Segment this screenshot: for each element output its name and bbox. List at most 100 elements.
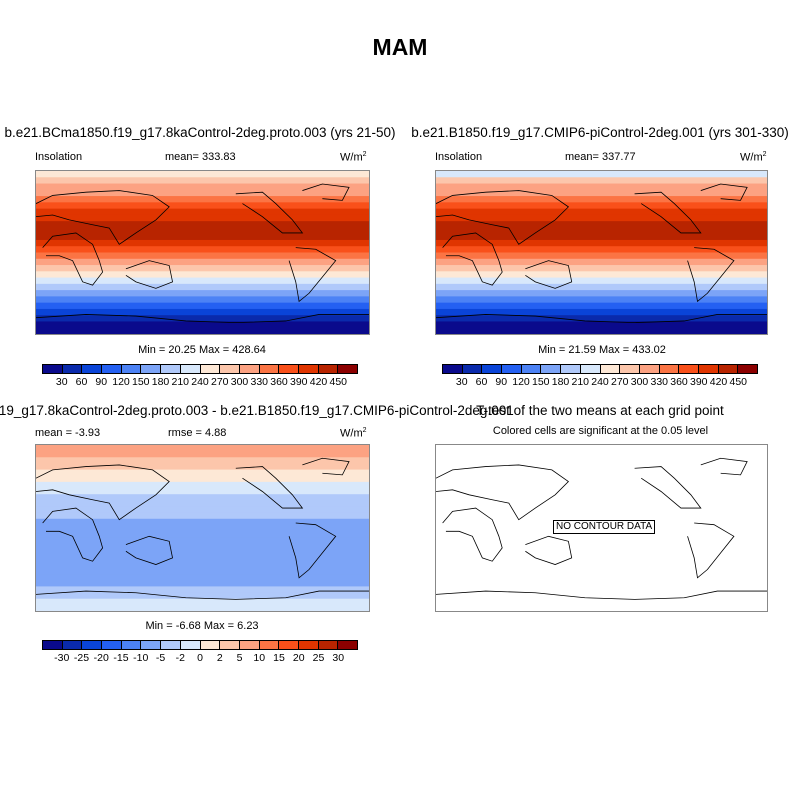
panel1-variable: Insolation (35, 151, 83, 163)
colorbar-swatch (43, 365, 63, 373)
coastline (700, 183, 748, 201)
colorbar-tick-label: 30 (55, 376, 68, 388)
panel2-title: b.e21.B1850.f19_g17.CMIP6-piControl-2deg… (411, 125, 789, 140)
colorbar-swatch (180, 365, 201, 373)
coastline (302, 183, 350, 201)
contour-band (36, 555, 369, 563)
panel3-colorbar (42, 640, 358, 650)
contour-band (36, 327, 369, 334)
colorbar-tick-label: 30 (332, 652, 345, 664)
coastline (436, 464, 570, 521)
contour-band (436, 239, 767, 248)
contour-band (36, 463, 369, 471)
units-exponent: 2 (762, 151, 767, 158)
colorbar-tick-label: -15 (113, 652, 129, 664)
panel1-minmax: Min = 20.25 Max = 428.64 (138, 344, 266, 356)
colorbar-tick-label: 90 (495, 376, 508, 388)
panel2-variable: Insolation (435, 151, 483, 163)
colorbar-swatch (62, 641, 83, 649)
units-exponent: 2 (362, 427, 367, 434)
map-plot (36, 171, 369, 334)
colorbar-tick-label: 60 (475, 376, 488, 388)
colorbar-tick-label: 210 (571, 376, 590, 388)
contour-band (36, 506, 369, 514)
colorbar-swatch (521, 365, 542, 373)
colorbar-tick-label: 450 (729, 376, 748, 388)
contour-band (436, 258, 767, 267)
panel1-title: b.e21.BCma1850.f19_g17.8kaControl-2deg.p… (4, 125, 396, 140)
colorbar-tick-label: 330 (250, 376, 269, 388)
coastline (436, 590, 767, 600)
coastline (442, 507, 503, 562)
colorbar-swatch (318, 641, 339, 649)
contour-band (36, 543, 369, 551)
colorbar-swatch (443, 365, 463, 373)
contour-band (36, 481, 369, 490)
colorbar-tick-label: 15 (273, 652, 285, 664)
colorbar-swatch (141, 641, 162, 649)
colorbar-swatch (298, 641, 319, 649)
contour-band (36, 296, 369, 304)
contour-band (36, 265, 369, 273)
coastline (634, 466, 702, 509)
contour-band (436, 171, 767, 179)
contour-band (436, 208, 767, 216)
contour-band (36, 512, 369, 520)
colorbar-tick-label: 150 (531, 376, 550, 388)
colorbar-tick-label: 330 (650, 376, 669, 388)
colorbar-tick-label: 300 (230, 376, 249, 388)
contour-band (436, 277, 767, 285)
colorbar-tick-label: 180 (551, 376, 570, 388)
colorbar-swatch (482, 365, 503, 373)
contour-band (436, 233, 767, 241)
colorbar-swatch (220, 365, 240, 373)
coastline (436, 190, 570, 245)
contour-band (36, 196, 369, 204)
coastline (687, 247, 735, 303)
colorbar-swatch (239, 365, 260, 373)
contour-band (436, 183, 767, 191)
colorbar-tick-label: -30 (54, 652, 70, 664)
contour-band (436, 221, 767, 229)
colorbar-swatch (259, 365, 280, 373)
colorbar-swatch (580, 365, 601, 373)
contour-band (36, 500, 369, 508)
colorbar-swatch (82, 365, 103, 373)
contour-band (436, 327, 767, 334)
contour-band (36, 537, 369, 545)
colorbar-swatch (43, 641, 63, 649)
colorbar-swatch (600, 365, 621, 373)
map-plot (36, 445, 369, 611)
colorbar-swatch (279, 641, 299, 649)
contour-band (36, 214, 369, 223)
colorbar-swatch (639, 365, 660, 373)
panel1-colorbar (42, 364, 358, 374)
colorbar-tick-label: 60 (75, 376, 88, 388)
colorbar-tick-label: 2 (216, 652, 223, 664)
panel2-units: W/m2 (740, 151, 767, 164)
contour-band (436, 265, 767, 273)
coastline (442, 232, 503, 286)
coastline (687, 522, 735, 579)
colorbar-swatch (102, 365, 122, 373)
colorbar-swatch (121, 641, 142, 649)
contour-band (436, 321, 767, 329)
colorbar-tick-label: 120 (512, 376, 530, 388)
panel3-mean: mean = -3.93 (35, 427, 101, 439)
colorbar-tick-label: 5 (236, 652, 243, 664)
figure-title: MAM (372, 34, 428, 60)
colorbar-tick-label: 210 (171, 376, 190, 388)
units-text: W/m (340, 427, 363, 440)
contour-band (36, 183, 369, 191)
colorbar-swatch (279, 365, 299, 373)
coastline (288, 247, 337, 303)
colorbar-tick-label: -5 (155, 652, 166, 664)
contour-band (36, 239, 369, 248)
contour-band (36, 308, 369, 317)
panel1-map (35, 170, 370, 335)
colorbar-tick-label: 390 (289, 376, 308, 388)
colorbar-swatch (679, 365, 699, 373)
colorbar-swatch (102, 641, 122, 649)
contour-band (36, 177, 369, 185)
colorbar-tick-label: 120 (112, 376, 130, 388)
